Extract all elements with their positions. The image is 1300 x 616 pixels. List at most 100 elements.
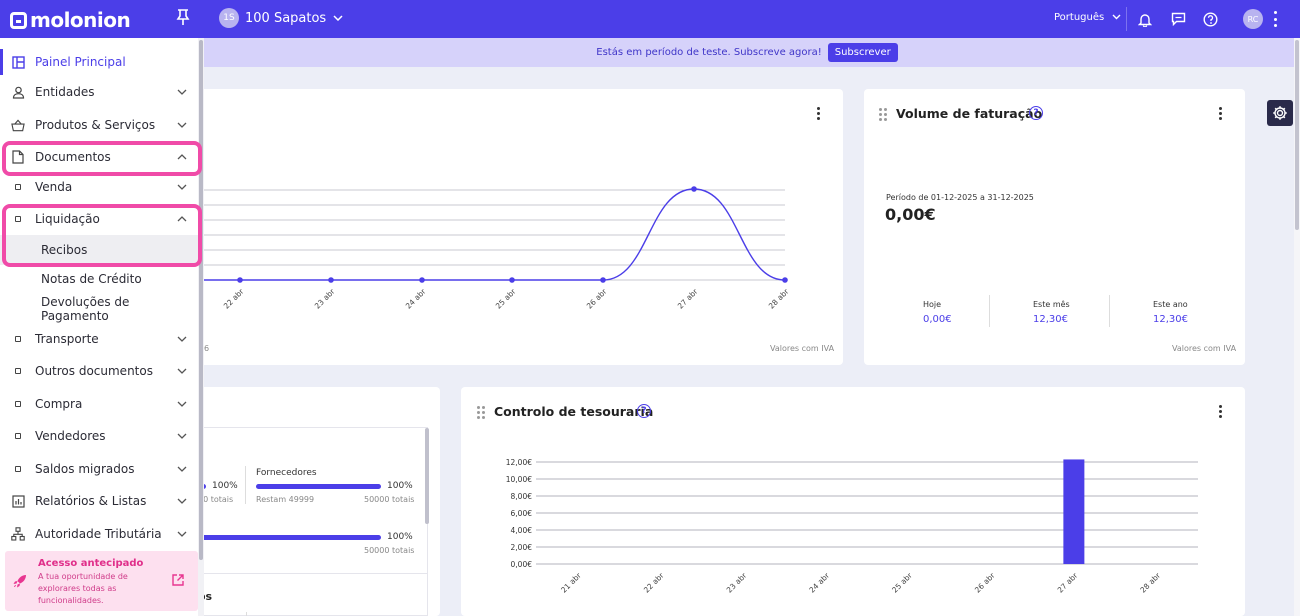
early-access-banner[interactable]: Acesso antecipado A tua oportunidade de …	[5, 551, 198, 611]
y-tick-label: 2,00€	[511, 543, 533, 552]
dashboard-icon	[11, 55, 25, 69]
language-label: Português	[1054, 12, 1105, 23]
subscribe-button[interactable]: Subscrever	[827, 43, 898, 62]
stats-divider	[989, 295, 990, 327]
treasury-card: Controlo de tesouraria ? 12,00€ 10,00€ 8,0…	[461, 387, 1245, 616]
x-tick-label: 26 abr	[973, 570, 997, 594]
drag-handle-icon[interactable]	[477, 406, 485, 419]
sidebar-item-outros-documentos[interactable]: Outros documentos	[0, 356, 198, 386]
sidebar: Painel Principal Entidades Produtos & Se…	[0, 38, 198, 616]
dashboard-settings-button[interactable]	[1267, 100, 1293, 126]
sidebar-item-produtos[interactable]: Produtos & Serviços	[0, 110, 198, 140]
help-icon[interactable]: ?	[637, 404, 651, 418]
x-tick-label: 27 abr	[676, 286, 700, 310]
company-name: 100 Sapatos	[245, 10, 327, 26]
stat-month-value[interactable]: 12,30€	[1033, 314, 1068, 325]
network-icon	[11, 527, 25, 541]
x-tick-label: 23 abr	[313, 286, 337, 310]
treasury-bar	[1063, 459, 1085, 564]
sales-data-point	[237, 277, 243, 283]
sidebar-item-label: Painel Principal	[35, 55, 126, 69]
usage-card: 100% 00 totais Fornecedores 100% Restam …	[198, 387, 440, 616]
x-tick-label: 22 abr	[642, 570, 666, 594]
usage-progress-bar-2	[198, 535, 381, 540]
stat-year-value[interactable]: 12,30€	[1153, 314, 1188, 325]
x-tick-label: 24 abr	[404, 286, 428, 310]
sidebar-item-liquidacao[interactable]: Liquidação	[0, 204, 198, 234]
chevron-down-icon	[177, 89, 187, 95]
sidebar-item-label: Saldos migrados	[35, 462, 135, 476]
chevron-down-icon	[177, 184, 187, 190]
chevron-down-icon	[177, 498, 187, 504]
square-icon	[11, 364, 25, 378]
liquidacao-highlight	[2, 204, 202, 267]
sidebar-item-venda[interactable]: Venda	[0, 172, 198, 202]
chat-icon[interactable]	[1169, 10, 1187, 28]
sidebar-item-compra[interactable]: Compra	[0, 389, 198, 419]
stat-today-label: Hoje	[923, 300, 942, 309]
sales-data-point	[509, 277, 515, 283]
more-options-icon[interactable]	[1272, 11, 1278, 27]
billing-volume-title: Volume de faturação	[896, 106, 1043, 121]
sidebar-item-autoridade-tributaria[interactable]: Autoridade Tributária	[0, 519, 198, 549]
sidebar-item-label: Recibos	[41, 243, 88, 257]
sales-chart-card: 22 abr 23 abr 24 abr 25 abr 26 abr 27 abr 28 a…	[198, 89, 843, 365]
sales-data-point	[600, 277, 606, 283]
square-icon	[11, 462, 25, 476]
top-bar: molonion 1S 100 Sapatos Português RC	[0, 0, 1300, 38]
user-avatar[interactable]: RC	[1243, 9, 1263, 29]
sidebar-item-saldos-migrados[interactable]: Saldos migrados	[0, 454, 198, 484]
company-selector[interactable]: 1S 100 Sapatos	[219, 8, 343, 28]
sidebar-item-relatorios[interactable]: Relatórios & Listas	[0, 486, 198, 516]
help-icon[interactable]	[1201, 10, 1219, 28]
suppliers-remaining: Restam 49999	[256, 495, 315, 504]
x-tick-label: 24 abr	[807, 570, 831, 594]
sidebar-item-notas-credito[interactable]: Notas de Crédito	[0, 264, 198, 294]
sidebar-item-painel-principal[interactable]: Painel Principal	[0, 47, 198, 77]
sales-footer-left: 6	[204, 344, 210, 353]
stat-today-value[interactable]: 0,00€	[923, 314, 952, 325]
drag-handle-icon[interactable]	[879, 108, 887, 121]
x-tick-label: 28 abr	[767, 286, 791, 310]
chevron-up-icon	[177, 154, 187, 160]
company-avatar: 1S	[219, 8, 239, 28]
y-tick-label: 4,00€	[511, 526, 533, 535]
help-icon[interactable]: ?	[1029, 106, 1043, 120]
early-access-title: Acesso antecipado	[38, 558, 144, 569]
chevron-down-icon	[177, 466, 187, 472]
language-selector[interactable]: Português	[1054, 12, 1121, 23]
x-tick-label: 27 abr	[1056, 570, 1080, 594]
stat-month-label: Este mês	[1033, 300, 1070, 309]
card-options-icon[interactable]	[1218, 107, 1222, 120]
sales-data-point	[691, 186, 697, 192]
stats-divider	[1109, 295, 1110, 327]
square-icon	[11, 180, 25, 194]
sidebar-item-devolucoes[interactable]: Devoluções de Pagamento	[0, 294, 198, 324]
sidebar-item-vendedores[interactable]: Vendedores	[0, 421, 198, 451]
sidebar-item-label: Transporte	[35, 332, 99, 346]
sidebar-item-label: Compra	[35, 397, 83, 411]
square-icon	[11, 332, 25, 346]
sidebar-item-entidades[interactable]: Entidades	[0, 77, 198, 107]
chevron-down-icon	[177, 531, 187, 537]
sidebar-item-documentos[interactable]: Documentos	[0, 142, 198, 172]
x-tick-label: 25 abr	[890, 570, 914, 594]
square-icon	[11, 397, 25, 411]
trial-banner: Estás em período de teste. Subscreve ago…	[0, 38, 1294, 67]
card-options-icon[interactable]	[1218, 405, 1222, 418]
documentos-highlight	[2, 141, 202, 176]
sidebar-item-label: Liquidação	[35, 212, 100, 226]
bell-icon[interactable]	[1136, 10, 1154, 28]
molonion-logo[interactable]: molonion	[10, 8, 131, 32]
early-access-text: A tua oportunidade de explorares todas a…	[38, 572, 128, 605]
sidebar-item-recibos[interactable]: Recibos	[0, 235, 198, 265]
page-scrollbar[interactable]	[1294, 38, 1300, 616]
sidebar-item-label: Vendedores	[35, 429, 106, 443]
sidebar-scrollbar[interactable]	[198, 38, 204, 616]
usage-scrollbar[interactable]	[425, 428, 429, 524]
card-options-icon[interactable]	[816, 107, 820, 120]
pin-icon[interactable]	[176, 9, 190, 29]
sales-data-point	[782, 277, 788, 283]
sidebar-item-transporte[interactable]: Transporte	[0, 324, 198, 354]
external-link-icon[interactable]	[171, 573, 185, 587]
